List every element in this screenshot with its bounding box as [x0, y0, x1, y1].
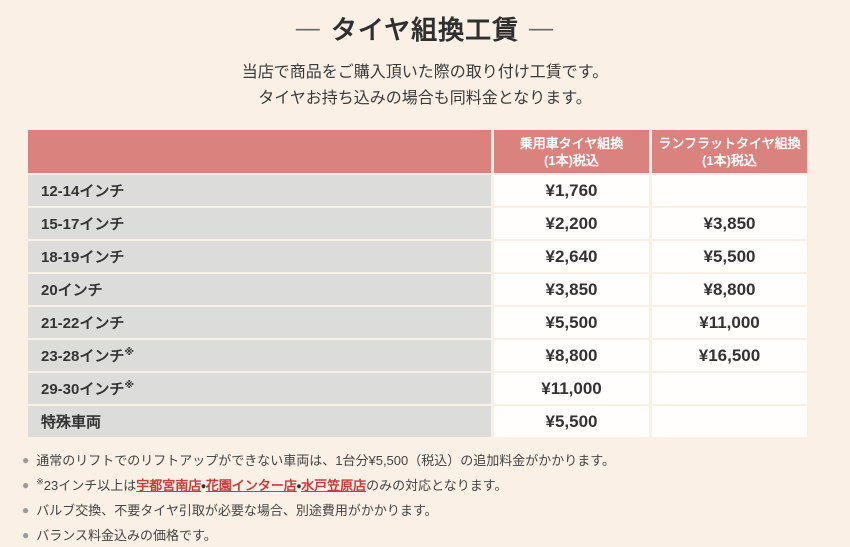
subtitle-line-2: タイヤお持ち込みの場合も同料金となります。 — [258, 90, 592, 107]
header-passenger-line2: (1本)税込 — [544, 152, 599, 168]
subtitle-line-1: 当店で商品をご購入頂いた際の取り付け工賃です。 — [241, 64, 609, 81]
price-runflat: ¥16,500 — [652, 340, 807, 371]
kome-mark: ※ — [36, 476, 44, 487]
price-runflat — [652, 406, 807, 437]
row-label: 23-28インチ※ — [28, 340, 491, 371]
row-label: 29-30インチ※ — [28, 373, 491, 404]
title-dash-left: ― — [295, 15, 321, 42]
tire-fee-table: 乗用車タイヤ組換 (1本)税込 ランフラットタイヤ組換 (1本)税込 12-14… — [25, 128, 810, 439]
row-label: 15-17インチ — [28, 208, 491, 239]
size-label: 18-19インチ — [41, 249, 125, 266]
note-text-pre: 23インチ以上は — [43, 478, 137, 493]
price-passenger: ¥5,500 — [494, 307, 649, 338]
note-lift-surcharge: ● 通常のリフトでのリフトアップができない車両は、1台分¥5,500（税込）の追加… — [22, 449, 850, 472]
price-runflat: ¥5,500 — [652, 241, 807, 272]
note-valve-disposal: ● バルブ交換、不要タイヤ引取が必要な場合、別途費用がかかります。 — [22, 499, 850, 522]
table-row: 18-19インチ ¥2,640 ¥5,500 — [28, 241, 807, 272]
page-subtitle: 当店で商品をご購入頂いた際の取り付け工賃です。 タイヤお持ち込みの場合も同料金と… — [0, 60, 850, 112]
price-runflat: ¥11,000 — [652, 307, 807, 338]
bullet-icon: ● — [22, 528, 30, 542]
header-runflat-column: ランフラットタイヤ組換 (1本)税込 — [652, 130, 807, 173]
table-header-row: 乗用車タイヤ組換 (1本)税込 ランフラットタイヤ組換 (1本)税込 — [28, 130, 807, 173]
link-hanazono-inter-store[interactable]: 花園インター店 — [205, 478, 297, 493]
note-text: 通常のリフトでのリフトアップができない車両は、1台分¥5,500（税込）の追加料… — [36, 453, 615, 468]
table-row: 特殊車両 ¥5,500 — [28, 406, 807, 437]
note-store-availability: ● ※23インチ以上は宇都宮南店・花園インター店・水戸笠原店のみの対応となります。 — [22, 474, 850, 497]
note-text: バルブ交換、不要タイヤ引取が必要な場合、別途費用がかかります。 — [36, 503, 438, 518]
link-mito-kasahara-store[interactable]: 水戸笠原店 — [301, 478, 367, 493]
size-label: 20インチ — [41, 282, 103, 299]
price-passenger: ¥2,200 — [494, 208, 649, 239]
bullet-icon: ● — [22, 478, 30, 492]
link-utsunomiya-minami-store[interactable]: 宇都宮南店 — [136, 478, 202, 493]
header-passenger-line1: 乗用車タイヤ組換 — [519, 135, 624, 151]
note-text-post: のみの対応となります。 — [366, 478, 508, 493]
table-row: 15-17インチ ¥2,200 ¥3,850 — [28, 208, 807, 239]
page-title-text: タイヤ組換工賃 — [330, 15, 520, 45]
price-passenger: ¥11,000 — [494, 373, 649, 404]
bullet-icon: ● — [22, 503, 30, 517]
row-label: 18-19インチ — [28, 241, 491, 272]
size-label: 15-17インチ — [41, 216, 125, 233]
bullet-icon: ● — [22, 453, 30, 467]
table-row: 23-28インチ※ ¥8,800 ¥16,500 — [28, 340, 807, 371]
row-label: 12-14インチ — [28, 175, 491, 206]
price-passenger: ¥3,850 — [494, 274, 649, 305]
size-label: 12-14インチ — [41, 183, 125, 200]
size-label: 21-22インチ — [41, 315, 125, 332]
header-size-column — [28, 130, 491, 173]
row-label: 特殊車両 — [28, 406, 491, 437]
table-row: 29-30インチ※ ¥11,000 — [28, 373, 807, 404]
link-separator: ・ — [201, 478, 206, 493]
title-dash-right: ― — [529, 15, 555, 42]
price-runflat — [652, 373, 807, 404]
price-passenger: ¥2,640 — [494, 241, 649, 272]
header-runflat-line2: (1本)税込 — [702, 152, 757, 168]
kome-mark: ※ — [124, 347, 135, 358]
price-passenger: ¥8,800 — [494, 340, 649, 371]
price-runflat: ¥3,850 — [652, 208, 807, 239]
size-label: 23-28インチ — [41, 348, 125, 365]
row-label: 21-22インチ — [28, 307, 491, 338]
price-runflat — [652, 175, 807, 206]
notes-list: ● 通常のリフトでのリフトアップができない車両は、1台分¥5,500（税込）の追加… — [22, 449, 850, 547]
header-runflat-line1: ランフラットタイヤ組換 — [658, 135, 801, 151]
size-label: 特殊車両 — [41, 414, 102, 431]
price-runflat: ¥8,800 — [652, 274, 807, 305]
table-row: 20インチ ¥3,850 ¥8,800 — [28, 274, 807, 305]
header-passenger-column: 乗用車タイヤ組換 (1本)税込 — [494, 130, 649, 173]
page-title: ― タイヤ組換工賃 ― — [0, 0, 850, 48]
size-label: 29-30インチ — [41, 381, 125, 398]
price-passenger: ¥1,760 — [494, 175, 649, 206]
table-row: 12-14インチ ¥1,760 — [28, 175, 807, 206]
price-passenger: ¥5,500 — [494, 406, 649, 437]
kome-mark: ※ — [124, 380, 135, 391]
table-row: 21-22インチ ¥5,500 ¥11,000 — [28, 307, 807, 338]
link-separator: ・ — [296, 478, 302, 493]
row-label: 20インチ — [28, 274, 491, 305]
